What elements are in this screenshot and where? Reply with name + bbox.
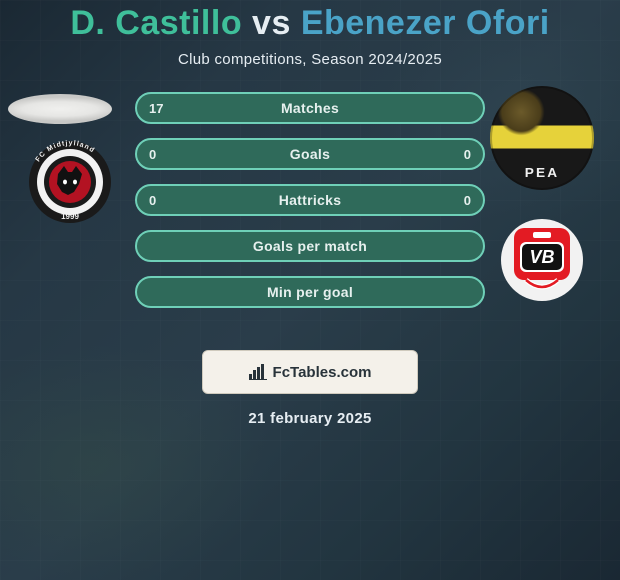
title-vs: vs — [242, 4, 301, 42]
midtjylland-crest-icon: FC Midtjylland 1999 — [28, 140, 112, 224]
stat-label: Goals per match — [253, 238, 367, 254]
comparison-card: D. Castillo vs Ebenezer Ofori Club compe… — [0, 0, 620, 580]
stat-row: Min per goal — [135, 276, 485, 308]
stat-row: Goals per match — [135, 230, 485, 262]
stat-label: Min per goal — [267, 284, 353, 300]
page-title: D. Castillo vs Ebenezer Ofori — [70, 4, 549, 43]
svg-text:1999: 1999 — [61, 212, 79, 221]
club-logo-right: VB — [500, 218, 584, 302]
stat-row: 0 Goals 0 — [135, 138, 485, 170]
stats-arena: FC Midtjylland 1999 VB 17Matches0Goals00… — [0, 92, 620, 332]
vb-crest-icon: VB — [500, 218, 584, 302]
stat-pill-stack: 17 Matches 0 Goals 0 0 Hattricks 0 Goals per mat… — [135, 92, 485, 308]
club-logo-left: FC Midtjylland 1999 — [28, 140, 112, 224]
stat-value-left: 0 — [149, 147, 156, 162]
stat-label: Matches — [281, 100, 339, 116]
title-player-right: Ebenezer Ofori — [301, 4, 550, 42]
stat-label: Goals — [290, 146, 330, 162]
stat-value-right: 0 — [464, 147, 471, 162]
title-player-left: D. Castillo — [70, 4, 242, 42]
player-photo-castillo — [8, 94, 112, 124]
stat-label: Hattricks — [279, 192, 342, 208]
branding-box: FcTables.com — [202, 350, 418, 394]
stat-value-right: 0 — [464, 193, 471, 208]
stat-row: 0 Hattricks 0 — [135, 184, 485, 216]
date-label: 21 february 2025 — [248, 410, 371, 427]
stat-value-left: 0 — [149, 193, 156, 208]
stat-row: 17 Matches — [135, 92, 485, 124]
bar-chart-icon — [249, 364, 267, 380]
stat-value-left: 17 — [149, 101, 163, 116]
subtitle: Club competitions, Season 2024/2025 — [178, 51, 442, 68]
branding-text: FcTables.com — [273, 364, 372, 381]
player-photo-ofori — [490, 86, 594, 190]
svg-text:VB: VB — [529, 247, 554, 267]
